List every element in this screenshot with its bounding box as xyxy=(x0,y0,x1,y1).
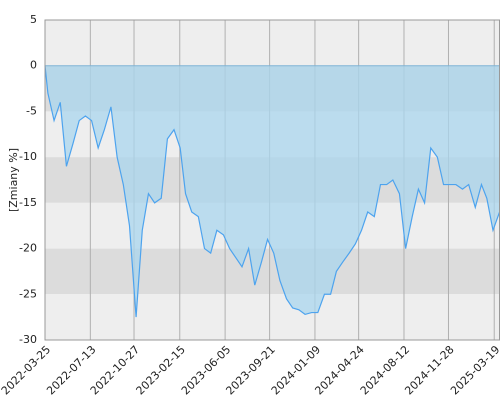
grid-band xyxy=(45,20,500,66)
y-tick-label: -15 xyxy=(19,196,37,209)
y-tick-label: -10 xyxy=(19,150,37,163)
y-tick-label: -20 xyxy=(19,242,37,255)
grid-band xyxy=(45,248,500,295)
x-tick-label: 2025-03-19 xyxy=(448,343,500,397)
y-tick-label: -5 xyxy=(26,104,37,117)
grid-band xyxy=(45,294,500,340)
y-axis-label: [Zmiany %] xyxy=(7,148,20,212)
y-tick-label: 5 xyxy=(30,13,37,26)
y-tick-label: -30 xyxy=(19,333,37,346)
y-tick-label: 0 xyxy=(30,59,37,72)
y-tick-label: -25 xyxy=(19,287,37,300)
area-fill xyxy=(45,65,500,318)
series-line xyxy=(44,65,500,318)
